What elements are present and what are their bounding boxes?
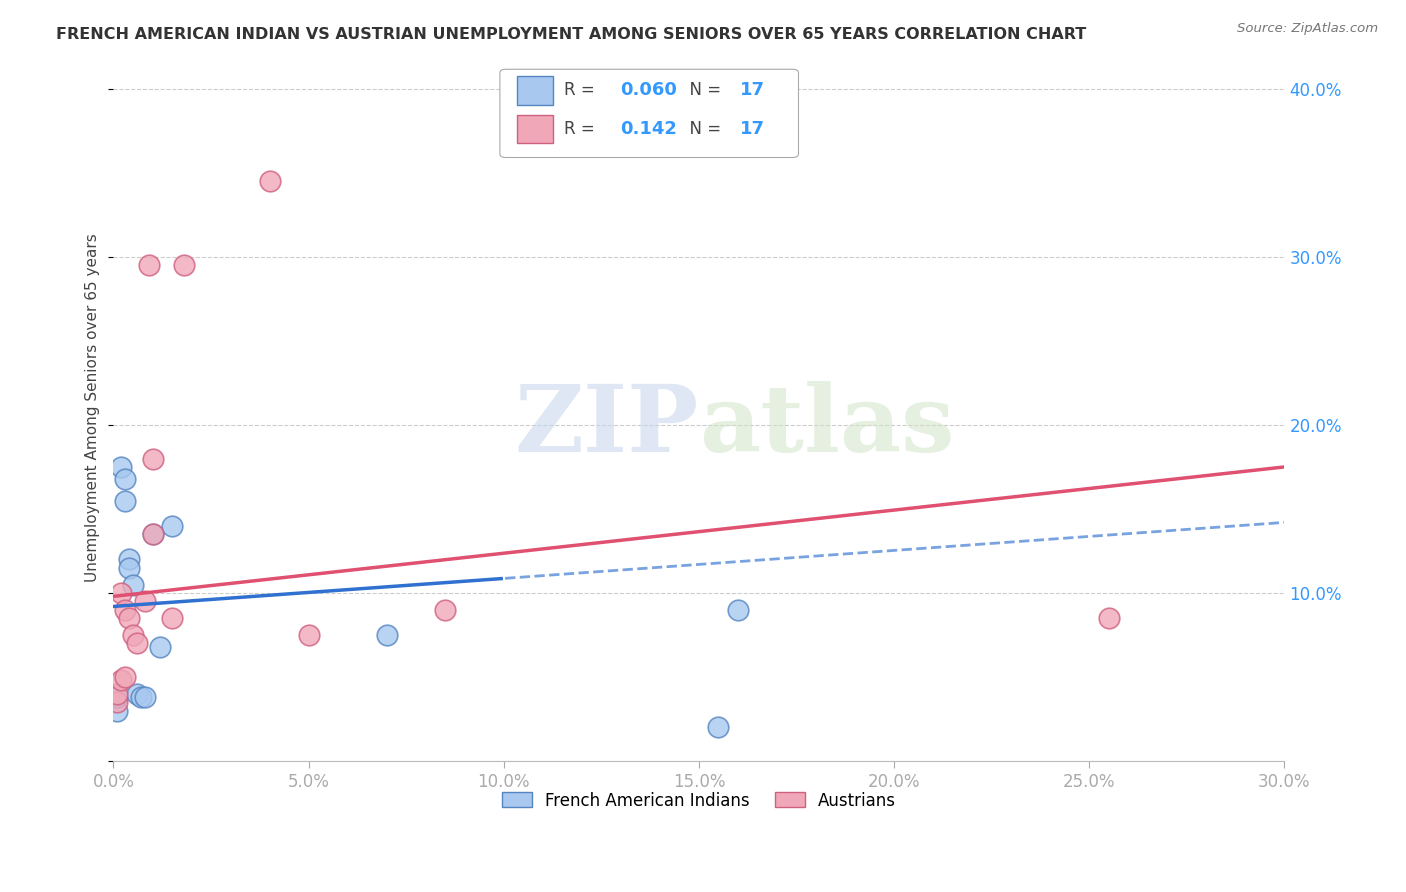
Text: R =: R = — [564, 120, 600, 138]
FancyBboxPatch shape — [517, 115, 553, 144]
Point — [125, 636, 148, 650]
Point — [707, 721, 730, 735]
Text: R =: R = — [564, 81, 600, 99]
Point — [122, 628, 145, 642]
Point — [1098, 611, 1121, 625]
Point — [114, 472, 136, 486]
Text: 17: 17 — [740, 120, 765, 138]
Point — [134, 594, 156, 608]
Point — [434, 603, 457, 617]
Point — [134, 690, 156, 705]
Text: N =: N = — [679, 120, 727, 138]
Point — [105, 690, 128, 705]
Point — [125, 687, 148, 701]
Text: 17: 17 — [740, 81, 765, 99]
Text: FRENCH AMERICAN INDIAN VS AUSTRIAN UNEMPLOYMENT AMONG SENIORS OVER 65 YEARS CORR: FRENCH AMERICAN INDIAN VS AUSTRIAN UNEMP… — [56, 27, 1087, 42]
FancyBboxPatch shape — [517, 77, 553, 104]
Point — [141, 527, 163, 541]
Point — [114, 493, 136, 508]
Point — [259, 174, 281, 188]
Point — [114, 603, 136, 617]
Text: Source: ZipAtlas.com: Source: ZipAtlas.com — [1237, 22, 1378, 36]
FancyBboxPatch shape — [501, 70, 799, 158]
Point — [118, 552, 141, 566]
Text: 0.142: 0.142 — [620, 120, 678, 138]
Text: ZIP: ZIP — [515, 381, 699, 471]
Text: atlas: atlas — [699, 381, 955, 471]
Point — [110, 459, 132, 474]
Point — [129, 690, 152, 705]
Point — [122, 577, 145, 591]
Point — [105, 687, 128, 701]
Point — [138, 258, 160, 272]
Point — [114, 670, 136, 684]
Point — [141, 527, 163, 541]
Point — [160, 518, 183, 533]
Point — [375, 628, 398, 642]
Point — [110, 586, 132, 600]
Point — [118, 611, 141, 625]
Point — [149, 640, 172, 654]
Text: N =: N = — [679, 81, 727, 99]
Text: 0.060: 0.060 — [620, 81, 678, 99]
Point — [105, 704, 128, 718]
Point — [105, 695, 128, 709]
Point — [727, 603, 749, 617]
Legend: French American Indians, Austrians: French American Indians, Austrians — [495, 785, 903, 816]
Point — [298, 628, 321, 642]
Y-axis label: Unemployment Among Seniors over 65 years: Unemployment Among Seniors over 65 years — [86, 234, 100, 582]
Point — [110, 673, 132, 688]
Point — [173, 258, 195, 272]
Point — [118, 561, 141, 575]
Point — [141, 451, 163, 466]
Point — [160, 611, 183, 625]
